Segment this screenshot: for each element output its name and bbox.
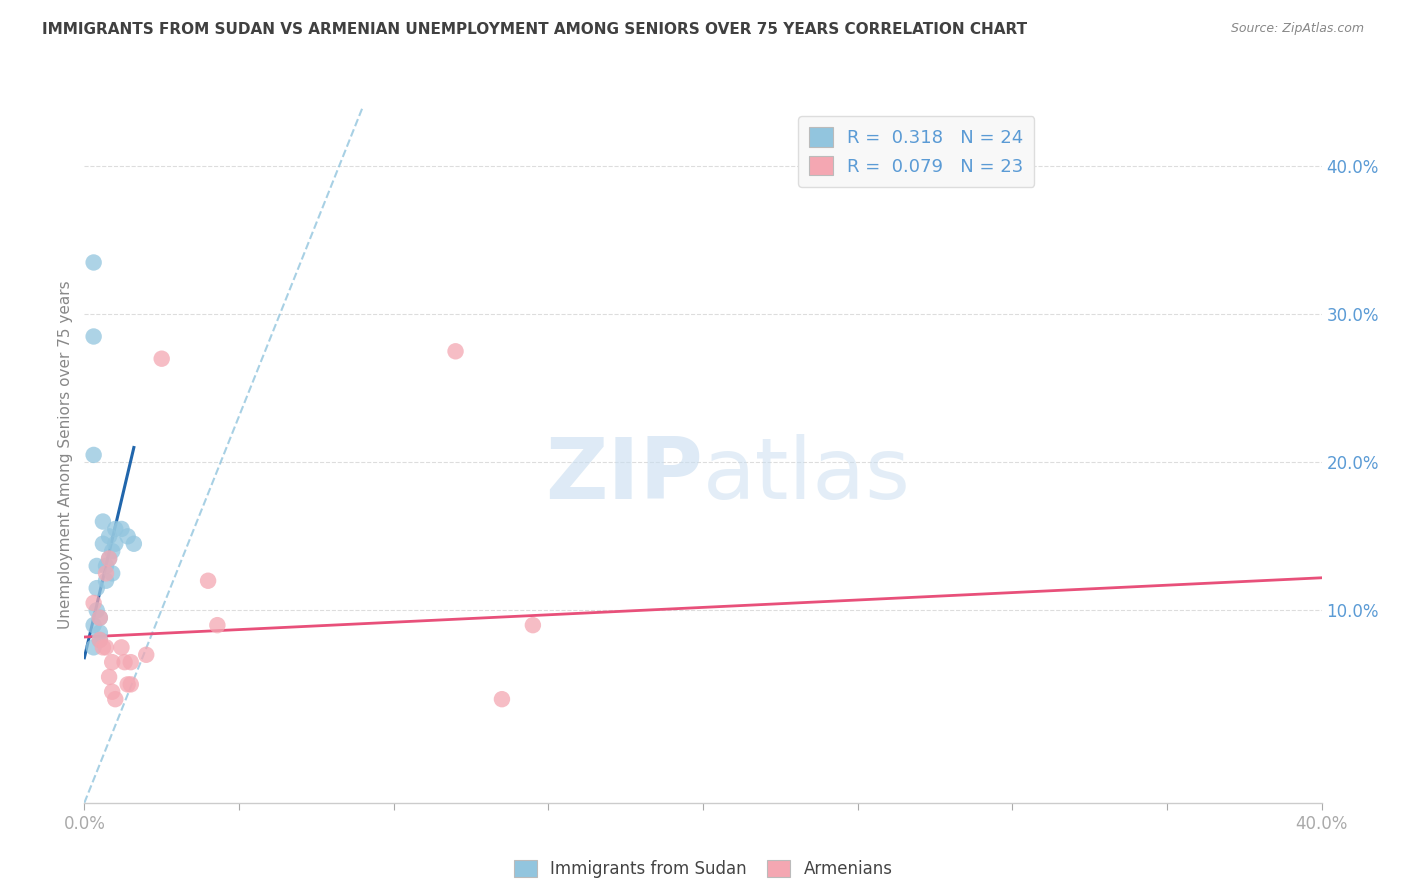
- Text: atlas: atlas: [703, 434, 911, 517]
- Point: [91, 640, 114, 655]
- Point: [89, 611, 111, 625]
- Point: [150, 351, 173, 366]
- Point: [98, 551, 121, 566]
- Point: [83, 640, 105, 655]
- Point: [91, 515, 114, 529]
- Point: [98, 551, 121, 566]
- Point: [94, 640, 117, 655]
- Point: [86, 558, 108, 573]
- Point: [94, 566, 117, 581]
- Point: [110, 640, 132, 655]
- Text: IMMIGRANTS FROM SUDAN VS ARMENIAN UNEMPLOYMENT AMONG SENIORS OVER 75 YEARS CORRE: IMMIGRANTS FROM SUDAN VS ARMENIAN UNEMPL…: [42, 22, 1028, 37]
- Point: [104, 537, 127, 551]
- Point: [89, 625, 111, 640]
- Point: [117, 677, 139, 691]
- Point: [98, 670, 121, 684]
- Point: [122, 537, 145, 551]
- Point: [207, 618, 229, 632]
- Point: [83, 618, 105, 632]
- Point: [104, 692, 127, 706]
- Point: [91, 537, 114, 551]
- Point: [86, 581, 108, 595]
- Point: [86, 603, 108, 617]
- Point: [94, 574, 117, 588]
- Point: [94, 558, 117, 573]
- Point: [83, 596, 105, 610]
- Point: [114, 655, 136, 669]
- Point: [89, 611, 111, 625]
- Point: [444, 344, 467, 359]
- Point: [110, 522, 132, 536]
- Point: [120, 655, 142, 669]
- Point: [89, 632, 111, 647]
- Point: [83, 329, 105, 343]
- Y-axis label: Unemployment Among Seniors over 75 years: Unemployment Among Seniors over 75 years: [58, 281, 73, 629]
- Point: [83, 448, 105, 462]
- Text: Source: ZipAtlas.com: Source: ZipAtlas.com: [1230, 22, 1364, 36]
- Point: [101, 566, 124, 581]
- Point: [491, 692, 513, 706]
- Point: [101, 544, 124, 558]
- Point: [135, 648, 157, 662]
- Legend: Immigrants from Sudan, Armenians: Immigrants from Sudan, Armenians: [506, 854, 900, 885]
- Point: [98, 529, 121, 543]
- Point: [83, 255, 105, 269]
- Point: [104, 522, 127, 536]
- Point: [101, 685, 124, 699]
- Point: [89, 632, 111, 647]
- Point: [197, 574, 219, 588]
- Point: [117, 529, 139, 543]
- Point: [120, 677, 142, 691]
- Point: [101, 655, 124, 669]
- Text: ZIP: ZIP: [546, 434, 703, 517]
- Point: [522, 618, 544, 632]
